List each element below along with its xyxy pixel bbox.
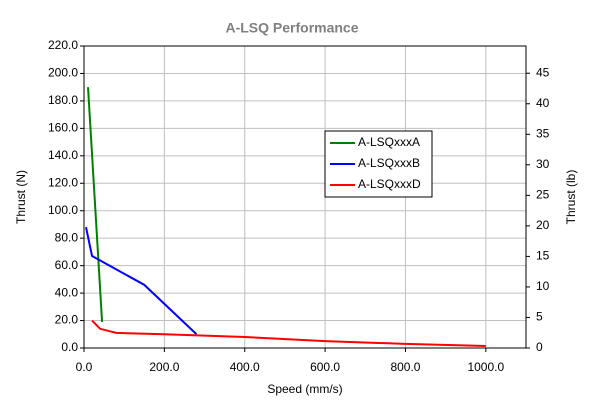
y2-tick-label: 40 [536, 96, 550, 110]
y2-tick-label: 20 [536, 218, 550, 232]
y-tick-label: 180.0 [48, 93, 78, 107]
x-tick-label: 200.0 [149, 360, 179, 374]
y-tick-label: 40.0 [55, 285, 79, 299]
data-line [87, 87, 104, 322]
y-axis-label: Thrust (N) [14, 170, 28, 224]
chart-title: A-LSQ Performance [225, 20, 358, 36]
y-tick-label: 140.0 [48, 148, 78, 162]
y2-tick-label: 15 [536, 249, 550, 263]
y2-tick-label: 5 [536, 310, 543, 324]
legend-label: A-LSQxxxA [358, 135, 420, 149]
plot-border [83, 45, 527, 349]
x-tick-label: 400.0 [230, 360, 260, 374]
y2-tick-label: 35 [536, 126, 550, 140]
y-tick-label: 100.0 [48, 203, 78, 217]
x-tick-label: 0.0 [76, 360, 93, 374]
x-tick-label: 800.0 [390, 360, 420, 374]
y-tick-label: 0.0 [61, 340, 78, 354]
y-tick-label: 200.0 [48, 66, 78, 80]
x-tick-label: 1000.0 [467, 360, 504, 374]
y-tick-label: 220.0 [48, 38, 78, 52]
y2-tick-label: 30 [536, 157, 550, 171]
x-tick-label: 600.0 [310, 360, 340, 374]
y-tick-label: 60.0 [55, 258, 79, 272]
y2-tick-label: 45 [536, 65, 550, 79]
y2-tick-label: 25 [536, 188, 550, 202]
legend-label: A-LSQxxxB [358, 156, 420, 170]
y-tick-label: 160.0 [48, 121, 78, 135]
data-line [85, 226, 198, 335]
y-tick-label: 120.0 [48, 175, 78, 189]
y2-tick-label: 10 [536, 279, 550, 293]
legend-label: A-LSQxxxD [358, 177, 421, 191]
y2-axis-label: Thrust (lb) [564, 170, 578, 225]
data-line [91, 319, 486, 347]
y-tick-label: 80.0 [55, 230, 79, 244]
y-tick-label: 20.0 [55, 313, 79, 327]
y2-tick-label: 0 [536, 340, 543, 354]
x-axis-label: Speed (mm/s) [267, 382, 342, 396]
